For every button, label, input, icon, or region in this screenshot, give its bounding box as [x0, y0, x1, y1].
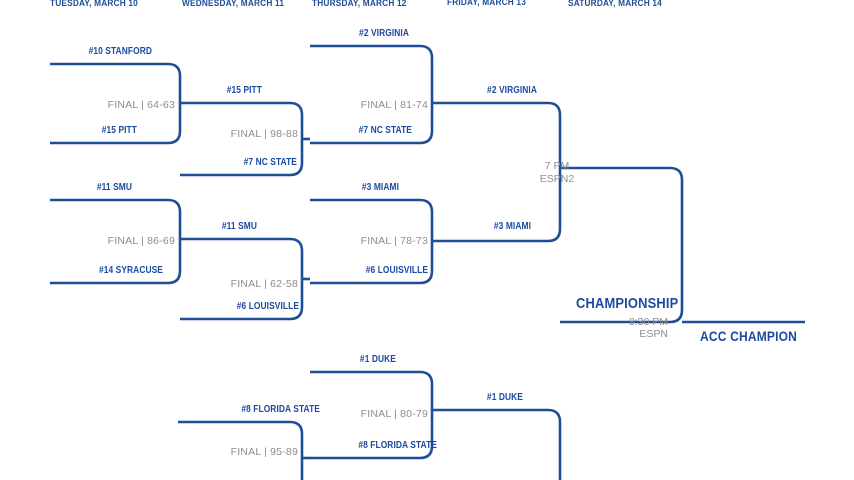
- team-pitt-r2[interactable]: #15 PITT: [226, 85, 262, 96]
- team-virginia-qf[interactable]: #2 VIRGINIA: [359, 28, 409, 39]
- header-date-wednesday: WEDNESDAY, MARCH 11: [182, 0, 285, 8]
- team-smu-r2[interactable]: #11 SMU: [221, 221, 257, 232]
- team-miami-sf[interactable]: #3 MIAMI: [493, 221, 531, 232]
- score-smu-syracuse: FINAL | 86-69: [107, 235, 175, 247]
- team-syracuse-r1[interactable]: #14 SYRACUSE: [98, 265, 163, 276]
- acc-champion-label: ACC CHAMPION: [700, 328, 798, 344]
- team-stanford-r1[interactable]: #10 STANFORD: [88, 46, 152, 57]
- header-date-saturday: SATURDAY, MARCH 14: [568, 0, 662, 8]
- score-virginia-ncstate: FINAL | 81-74: [360, 99, 428, 111]
- score-miami-louisville: FINAL | 78-73: [360, 235, 428, 247]
- score-smu-louisville: FINAL | 62-58: [230, 278, 298, 290]
- team-fsu-r1[interactable]: #8 FLORIDA STATE: [241, 404, 320, 415]
- championship-time: 8:30 PM: [628, 316, 668, 328]
- team-ncstate-qf[interactable]: #7 NC STATE: [358, 125, 412, 136]
- score-fsu-r1: FINAL | 95-89: [230, 446, 298, 458]
- header-date-friday: FRIDAY, MARCH 13: [447, 0, 527, 7]
- semifinal-network: ESPN2: [539, 173, 575, 185]
- score-stanford-pitt: FINAL | 64-63: [107, 99, 175, 111]
- team-louisville-r2[interactable]: #6 LOUISVILLE: [236, 301, 299, 312]
- team-pitt-r1[interactable]: #15 PITT: [101, 125, 137, 136]
- championship-label: CHAMPIONSHIP: [576, 295, 679, 312]
- team-louisville-qf[interactable]: #6 LOUISVILLE: [365, 265, 428, 276]
- team-duke-sf[interactable]: #1 DUKE: [486, 392, 523, 403]
- semifinal-time: 7 PM: [544, 160, 570, 172]
- team-smu-r1[interactable]: #11 SMU: [96, 182, 132, 193]
- championship-network: ESPN: [639, 328, 668, 340]
- team-duke-qf[interactable]: #1 DUKE: [359, 354, 396, 365]
- team-miami-qf[interactable]: #3 MIAMI: [361, 182, 399, 193]
- header-date-thursday: THURSDAY, MARCH 12: [312, 0, 407, 8]
- score-duke-fsu: FINAL | 80-79: [360, 408, 428, 420]
- team-ncstate-r2[interactable]: #7 NC STATE: [243, 157, 297, 168]
- score-pitt-ncstate: FINAL | 98-88: [230, 128, 298, 140]
- team-virginia-sf[interactable]: #2 VIRGINIA: [487, 85, 537, 96]
- header-date-tuesday: TUESDAY, MARCH 10: [50, 0, 138, 8]
- team-fsu-qf[interactable]: #8 FLORIDA STATE: [358, 440, 437, 451]
